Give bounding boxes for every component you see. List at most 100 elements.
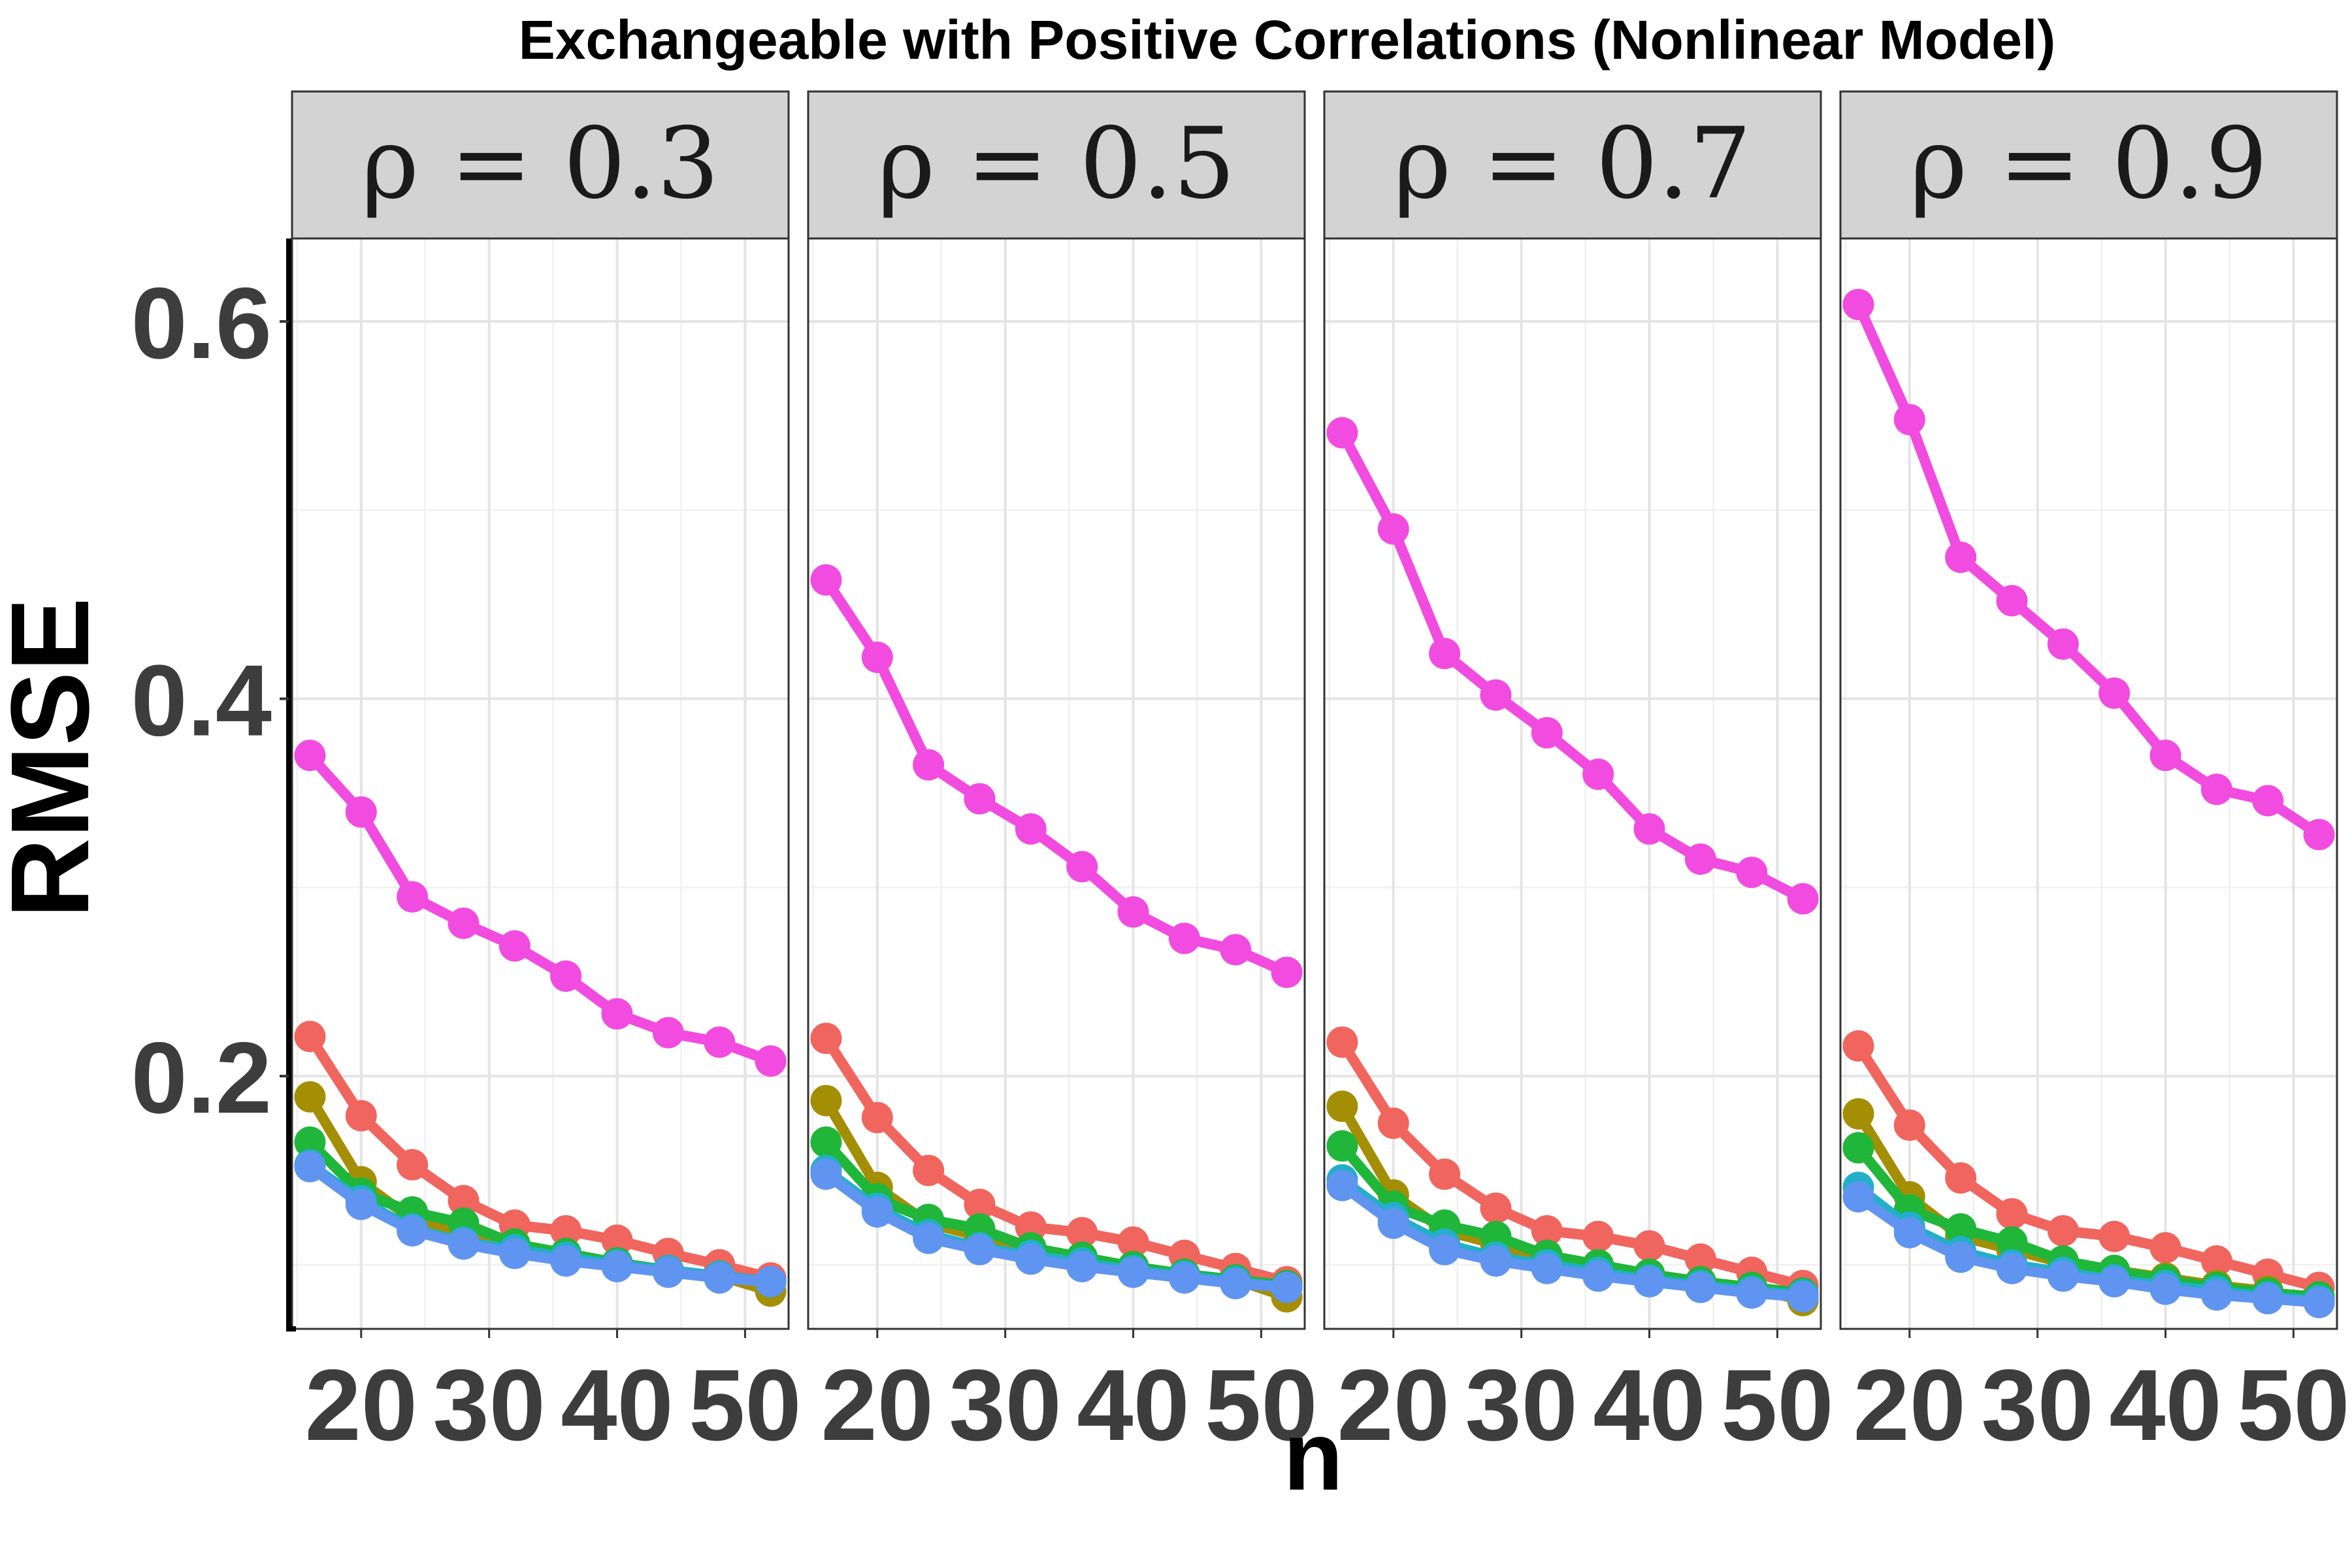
data-point <box>1117 896 1149 928</box>
data-point <box>2200 1245 2232 1277</box>
data-point <box>1893 1217 1925 1249</box>
data-point <box>1945 541 1977 573</box>
data-point <box>2099 1266 2131 1298</box>
data-point <box>294 1126 326 1158</box>
x-tick-label: 30 <box>1465 1348 1577 1462</box>
series-line <box>1853 1191 2325 1308</box>
data-point <box>1633 1266 1665 1298</box>
y-tick-label: 0.6 <box>131 267 272 380</box>
data-point <box>1842 1030 1874 1062</box>
data-point <box>1271 956 1303 988</box>
x-tick-label: 20 <box>1854 1348 1966 1462</box>
data-point <box>861 642 893 674</box>
data-point <box>294 1021 326 1053</box>
series-line <box>304 1161 776 1287</box>
data-point <box>964 1233 996 1266</box>
data-point <box>1893 1109 1925 1141</box>
series-line <box>821 574 1292 978</box>
data-point <box>1582 1220 1614 1252</box>
data-point <box>2047 628 2079 660</box>
data-point <box>1996 1226 2028 1258</box>
data-point <box>397 1149 429 1181</box>
data-point <box>1377 513 1409 545</box>
data-point <box>601 1250 633 1282</box>
data-series <box>294 740 787 1077</box>
data-point <box>448 907 480 939</box>
series-line <box>304 750 776 1066</box>
data-point <box>1996 1198 2028 1230</box>
data-point <box>755 1266 787 1298</box>
data-point <box>1066 1250 1098 1282</box>
data-point <box>1842 1181 1874 1213</box>
data-point <box>1531 1215 1563 1247</box>
data-point <box>2200 1279 2232 1311</box>
data-point <box>810 1158 842 1190</box>
data-point <box>345 796 377 828</box>
data-point <box>1480 1192 1512 1224</box>
data-point <box>1633 813 1665 845</box>
data-point <box>1684 843 1716 875</box>
data-point <box>294 740 326 772</box>
x-axis-title: n <box>1283 1401 1343 1511</box>
data-point <box>1271 1271 1303 1303</box>
data-point <box>810 564 842 596</box>
panel-border <box>1323 237 1822 1330</box>
data-point <box>2099 1220 2131 1252</box>
y-tick-label: 0.2 <box>131 1021 272 1134</box>
facet-panel: ρ = 0.7 20 30 40 50 <box>1323 90 1834 1462</box>
series-line <box>1337 427 1808 904</box>
data-point <box>1842 289 1874 321</box>
data-point <box>601 998 633 1030</box>
data-point <box>964 783 996 815</box>
data-point <box>704 1262 736 1294</box>
data-point <box>1220 1267 1252 1299</box>
y-tick-label: 0.4 <box>131 644 272 757</box>
data-point <box>1945 1213 1977 1245</box>
data-point <box>345 1188 377 1220</box>
data-point <box>1582 759 1614 791</box>
panel-background <box>808 238 1305 1329</box>
data-point <box>2047 1215 2079 1247</box>
data-point <box>550 1245 582 1277</box>
data-point <box>810 1126 842 1158</box>
data-point <box>2303 819 2335 851</box>
facet-panel: ρ = 0.9 20 30 40 50 <box>1839 90 2350 1462</box>
facet-strip <box>1323 90 1822 240</box>
x-tick-label: 20 <box>821 1348 934 1462</box>
data-point <box>913 1154 945 1186</box>
data-point <box>448 1228 480 1260</box>
data-series <box>1842 1181 2335 1318</box>
panel-background <box>1324 238 1821 1329</box>
facet-strip-label: ρ = 0.9 <box>1910 107 2268 221</box>
data-point <box>1531 717 1563 749</box>
x-tick-label: 30 <box>1981 1348 2093 1462</box>
data-point <box>1684 1271 1716 1303</box>
panel-background <box>1840 238 2337 1329</box>
facet-strip-label: ρ = 0.3 <box>361 107 719 221</box>
data-point <box>397 1215 429 1247</box>
facet-strip <box>1839 90 2338 240</box>
data-point <box>913 1222 945 1254</box>
facet-strip-label: ρ = 0.5 <box>877 107 1235 221</box>
series-line <box>1853 299 2325 840</box>
data-point <box>2149 1232 2181 1264</box>
data-point <box>861 1196 893 1228</box>
facet-panels: ρ = 0.320 30 40 50ρ = 0.520 30 40 50ρ = 0.720 3… <box>291 90 2350 1462</box>
y-axis-title: RMSE <box>0 597 112 918</box>
data-series <box>1842 1030 2335 1303</box>
data-point <box>2047 1260 2079 1292</box>
data-point <box>2303 1286 2335 1318</box>
data-point <box>1377 1107 1409 1139</box>
data-point <box>1377 1207 1409 1239</box>
panel-background <box>292 238 789 1329</box>
series-line <box>821 1033 1292 1287</box>
series-line <box>304 1031 776 1283</box>
x-tick-label: 20 <box>305 1348 417 1462</box>
y-axis: 0.2 0.4 0.6 <box>131 238 296 1331</box>
data-point <box>861 1102 893 1134</box>
data-point <box>1326 1090 1358 1122</box>
x-tick-label: 50 <box>2237 1348 2349 1462</box>
data-point <box>755 1045 787 1077</box>
data-point <box>1684 1243 1716 1275</box>
data-point <box>601 1224 633 1256</box>
